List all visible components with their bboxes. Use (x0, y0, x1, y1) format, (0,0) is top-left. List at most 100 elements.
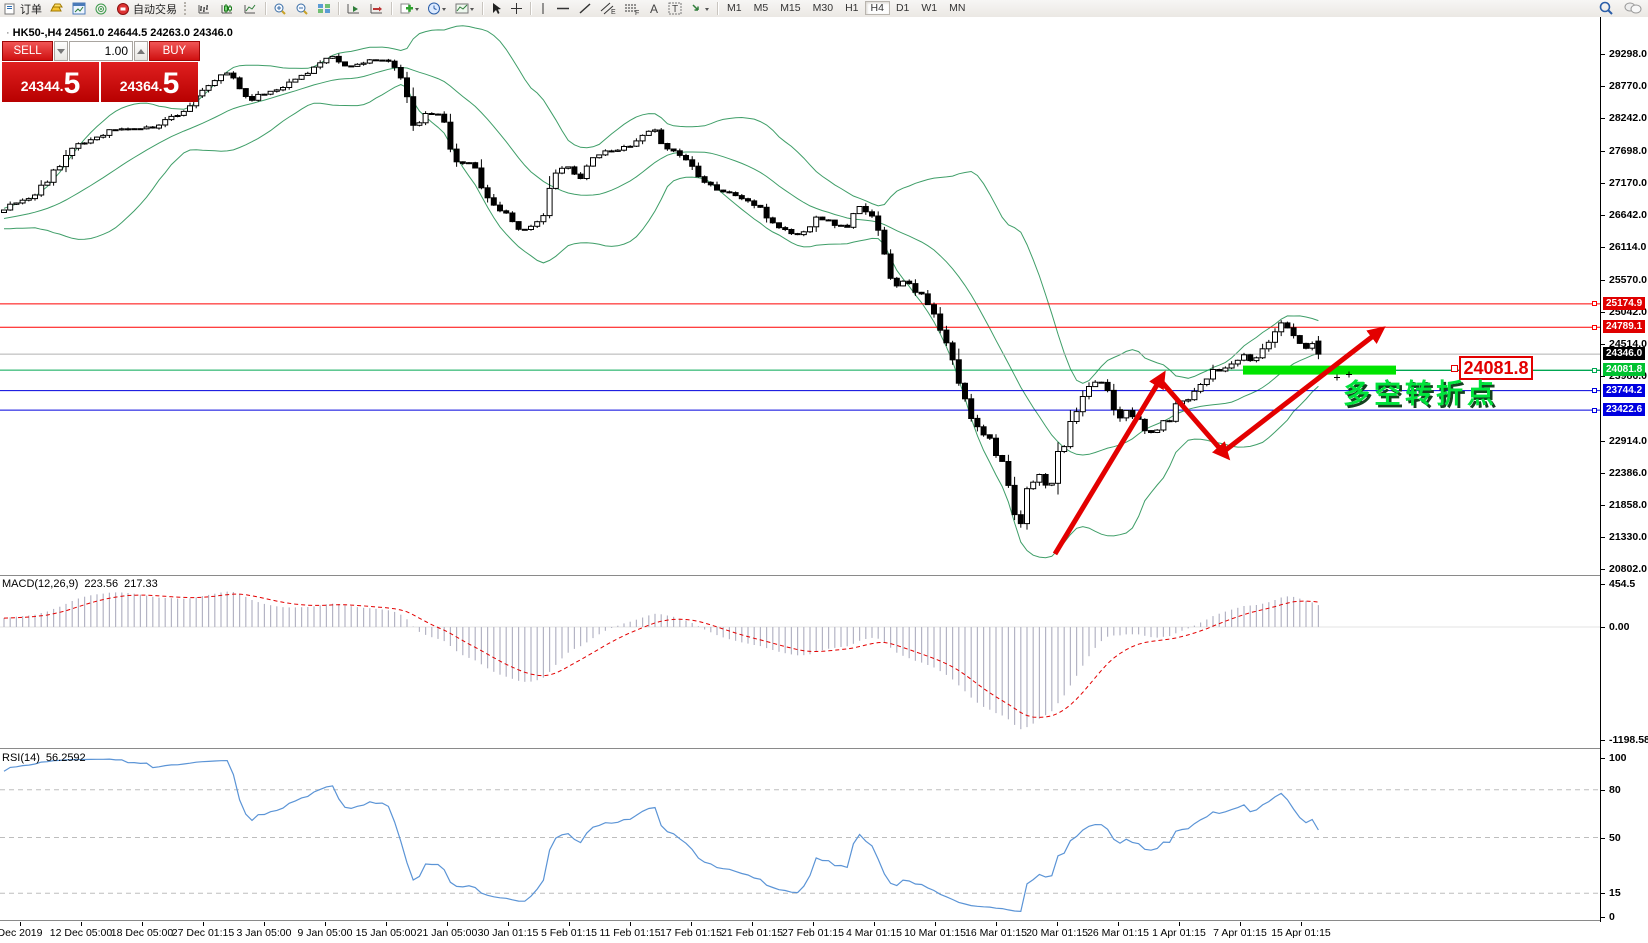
timeframe-M1[interactable]: M1 (727, 2, 742, 14)
price-chart-pane[interactable] (0, 17, 1600, 575)
add-indicator-button[interactable] (395, 1, 423, 16)
time-tick (1179, 922, 1180, 926)
price-tick-label: 21330.0 (1609, 530, 1647, 543)
sell-price-box[interactable]: 24344. 5 (2, 62, 99, 102)
candlestick-chart-button[interactable] (216, 1, 239, 16)
timeframe-M15[interactable]: M15 (780, 2, 801, 14)
level-handle[interactable] (1592, 324, 1597, 330)
timeframe-H1[interactable]: H1 (845, 2, 859, 14)
auto-scroll-icon (346, 2, 361, 15)
time-tick-label: 16 Mar 01:15 (965, 927, 1027, 939)
fibonacci-button[interactable]: F (620, 1, 644, 16)
tile-windows-button[interactable] (313, 1, 335, 16)
time-tick (813, 922, 814, 926)
sell-button[interactable]: SELL (2, 41, 54, 61)
text-icon: A (648, 2, 660, 15)
time-tick-label: 30 Jan 01:15 (477, 927, 539, 939)
buy-button[interactable]: BUY (148, 41, 200, 61)
bollinger-lower (4, 84, 1319, 559)
macd-tick-label: -1198.58 (1609, 733, 1648, 746)
crosshair-icon (510, 2, 523, 15)
periods-button[interactable] (423, 1, 451, 16)
price-tick (1601, 568, 1605, 570)
price-tick-label: 26642.0 (1609, 209, 1647, 221)
cursor-button[interactable] (486, 1, 506, 16)
toolbar-separator (530, 2, 531, 15)
timeframe-M30[interactable]: M30 (812, 2, 834, 14)
volume-decrease-button[interactable] (54, 41, 68, 61)
zoom-in-button[interactable] (269, 1, 291, 16)
price-badge-24789.1: 24789.1 (1603, 320, 1646, 334)
timeframe-W1[interactable]: W1 (921, 2, 938, 14)
horizontal-line-icon (556, 2, 570, 15)
price-badge-24081.8: 24081.8 (1603, 363, 1646, 377)
time-tick (447, 922, 448, 926)
time-tick-label: 17 Feb 01:15 (660, 927, 722, 939)
triangle-up-icon (136, 48, 145, 54)
time-tick-label: 3 Jan 05:00 (236, 927, 292, 939)
callout-anchor-handle[interactable] (1451, 365, 1458, 372)
autotrade-button[interactable]: 自动交易 (112, 1, 181, 16)
timeframe-H4[interactable]: H4 (864, 1, 890, 15)
horizontal-line-button[interactable] (552, 1, 574, 16)
time-tick-label: 21 Jan 05:00 (416, 927, 478, 939)
chart-shift-button[interactable] (365, 1, 388, 16)
price-tick (1601, 311, 1605, 313)
trendline-button[interactable] (574, 1, 596, 16)
price-tick-label: 28770.0 (1609, 80, 1647, 92)
vertical-line-button[interactable] (534, 1, 552, 16)
new-order-label: 订单 (20, 3, 42, 16)
crosshair-button[interactable] (506, 1, 527, 16)
market-depth-button[interactable] (90, 1, 112, 16)
buy-price-box[interactable]: 24364. 5 (101, 62, 198, 102)
level-handle[interactable] (1592, 367, 1597, 373)
timeframe-MN[interactable]: MN (949, 2, 966, 14)
price-tick-label: 28242.0 (1609, 112, 1647, 124)
rsi-tick-label: 0 (1609, 911, 1615, 923)
price-tick (1601, 504, 1605, 506)
equidistant-channel-button[interactable]: E (596, 1, 620, 16)
rsi-pane[interactable] (0, 750, 1600, 920)
toolbar-separator (717, 2, 718, 15)
level-handle[interactable] (1592, 407, 1597, 413)
time-tick-label: 15 Jan 05:00 (355, 927, 417, 939)
volume-increase-button[interactable] (134, 41, 148, 61)
timeframe-M5[interactable]: M5 (753, 2, 769, 14)
gold-button[interactable] (46, 1, 68, 16)
level-handle[interactable] (1592, 388, 1597, 394)
zoom-out-button[interactable] (291, 1, 313, 16)
auto-scroll-button[interactable] (342, 1, 365, 16)
price-badge-23422.6: 23422.6 (1603, 403, 1646, 417)
price-tick (1601, 118, 1605, 119)
equidistant-channel-icon: E (600, 2, 616, 15)
svg-text:F: F (635, 10, 639, 15)
time-tick (935, 922, 936, 926)
macd-pane[interactable] (0, 577, 1600, 748)
search-icon[interactable] (1599, 1, 1614, 15)
time-tick (569, 922, 570, 926)
templates-button[interactable] (451, 1, 479, 16)
bollinger-upper (3, 25, 1319, 384)
one-click-trading-panel: SELL BUY 24344.5 24364.5 (2, 41, 200, 102)
chart-window-button[interactable] (68, 1, 90, 16)
price-level-callout[interactable]: 24081.8 (1459, 356, 1533, 380)
text-button[interactable]: A (644, 1, 664, 16)
level-handle[interactable] (1592, 301, 1597, 307)
support-zone-bar[interactable] (1243, 365, 1396, 375)
bar-chart-button[interactable] (193, 1, 216, 16)
arrows-button[interactable] (686, 1, 714, 16)
text-label-button[interactable]: T (664, 1, 686, 16)
chat-icon[interactable] (1624, 1, 1642, 15)
time-tick-label: 26 Mar 01:15 (1087, 927, 1149, 939)
price-tick-label: 26114.0 (1609, 241, 1647, 253)
time-tick (752, 922, 753, 926)
time-tick-label: 15 Apr 01:15 (1271, 927, 1331, 939)
new-order-button[interactable]: 订单 (0, 1, 46, 16)
rsi-value: 56.2592 (45, 752, 86, 764)
autotrade-label: 自动交易 (133, 3, 177, 16)
line-chart-button[interactable] (239, 1, 262, 16)
volume-input[interactable] (69, 41, 133, 61)
timeframe-D1[interactable]: D1 (895, 2, 910, 14)
zoom-in-icon (273, 2, 287, 15)
zoom-out-icon (295, 2, 309, 15)
